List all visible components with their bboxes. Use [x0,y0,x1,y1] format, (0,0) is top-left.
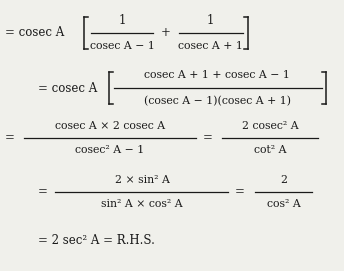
Text: =: = [38,186,48,198]
Text: (cosec A − 1)(cosec A + 1): (cosec A − 1)(cosec A + 1) [143,96,290,106]
Text: 2 cosec² A: 2 cosec² A [242,121,298,131]
Text: 1: 1 [118,14,126,27]
Text: cosec² A − 1: cosec² A − 1 [75,145,144,155]
Text: 2 × sin² A: 2 × sin² A [115,175,170,185]
Text: =: = [235,186,245,198]
Text: 1: 1 [206,14,214,27]
Text: sin² A × cos² A: sin² A × cos² A [101,199,183,209]
Text: cosec A + 1: cosec A + 1 [178,41,243,51]
Text: =: = [203,131,213,144]
Text: = cosec A: = cosec A [5,27,64,40]
Text: cosec A − 1: cosec A − 1 [89,41,154,51]
Text: cosec A + 1 + cosec A − 1: cosec A + 1 + cosec A − 1 [144,70,290,80]
Text: =: = [5,131,15,144]
Text: cot² A: cot² A [254,145,286,155]
Text: = 2 sec² A = R.H.S.: = 2 sec² A = R.H.S. [38,234,155,247]
Text: +: + [161,27,171,40]
Text: 2: 2 [280,175,288,185]
Text: cos² A: cos² A [267,199,301,209]
Text: = cosec A: = cosec A [38,82,97,95]
Text: cosec A × 2 cosec A: cosec A × 2 cosec A [55,121,165,131]
